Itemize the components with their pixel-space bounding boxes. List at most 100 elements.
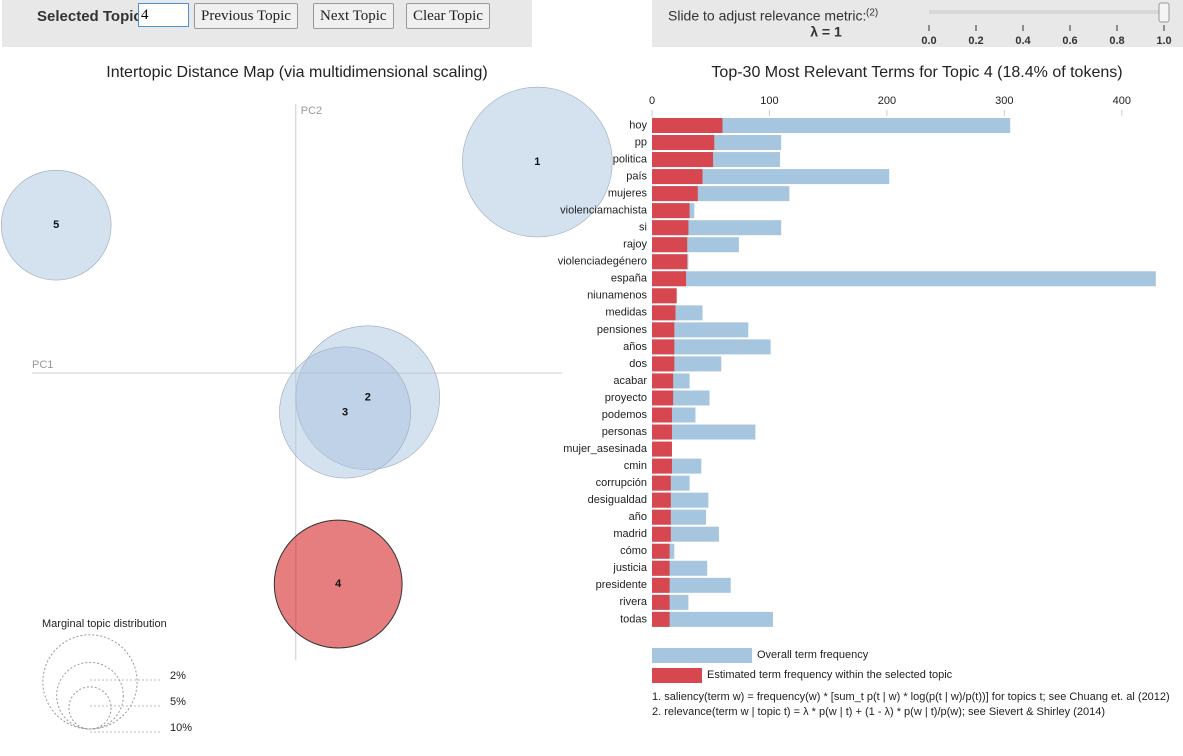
term-label: mujeres (608, 188, 648, 200)
term-bar[interactable] (652, 322, 675, 338)
term-bar[interactable] (652, 492, 671, 508)
x-tick-label: 0 (649, 95, 655, 107)
term-bar[interactable] (652, 135, 715, 151)
term-bar[interactable] (652, 339, 675, 355)
term-bar[interactable] (652, 373, 674, 389)
size-legend-label: 5% (170, 696, 186, 708)
topic-circle[interactable] (462, 86, 613, 238)
x-tick-label: 200 (878, 95, 896, 107)
term-bar[interactable] (652, 203, 690, 219)
lambda-label: λ = 1 (810, 24, 842, 40)
slider-tick-label: 0.8 (1109, 35, 1124, 47)
term-bar[interactable] (652, 305, 676, 321)
term-label: violenciadegénero (558, 256, 647, 268)
term-bar[interactable] (652, 441, 672, 457)
term-label: madrid (613, 528, 647, 540)
term-bar[interactable] (652, 118, 723, 133)
term-label: medidas (605, 307, 647, 319)
term-bar[interactable] (652, 390, 674, 406)
slider-note: (2) (866, 8, 878, 19)
slider-handle[interactable] (1158, 2, 1170, 23)
previous-topic-button[interactable]: Previous Topic (194, 3, 298, 29)
size-legend-title: Marginal topic distribution (42, 618, 167, 630)
term-bar[interactable] (652, 322, 749, 338)
size-legend-label: 10% (170, 722, 192, 734)
term-bar[interactable] (652, 169, 890, 185)
term-label: violenciamachista (560, 205, 648, 217)
topic-circle[interactable] (273, 519, 403, 649)
term-bar[interactable] (652, 424, 756, 440)
term-bar[interactable] (652, 475, 671, 491)
term-bar[interactable] (652, 407, 672, 423)
topic-label: 5 (53, 219, 59, 231)
pc2-label: PC2 (301, 105, 322, 117)
term-bar[interactable] (652, 339, 771, 355)
term-bar[interactable] (652, 577, 670, 593)
term-label: años (623, 341, 647, 353)
selected-topic-label: Selected Topic: (37, 8, 147, 25)
term-bar[interactable] (652, 220, 689, 236)
term-bar[interactable] (652, 594, 670, 610)
term-label: politica (613, 153, 648, 165)
term-label: año (629, 511, 647, 523)
term-label: dos (629, 358, 647, 370)
term-label: mujer_asesinada (563, 443, 648, 455)
footnote: 1. saliency(term w) = frequency(w) * [su… (652, 691, 1170, 703)
term-bar[interactable] (652, 509, 671, 525)
slider-label: Slide to adjust relevance metric: (668, 8, 866, 24)
topic-circle[interactable] (0, 169, 112, 281)
term-bar[interactable] (652, 118, 1011, 133)
term-bar[interactable] (652, 271, 1156, 287)
slider-panel (652, 0, 1183, 47)
term-bar[interactable] (652, 458, 672, 474)
term-bar[interactable] (652, 356, 675, 372)
topic-circle[interactable] (279, 346, 412, 479)
term-label: si (639, 222, 647, 234)
term-bar[interactable] (652, 254, 688, 270)
term-bar[interactable] (652, 526, 671, 542)
next-topic-button[interactable]: Next Topic (313, 3, 394, 29)
term-label: rajoy (623, 239, 647, 251)
term-label: pp (635, 136, 647, 148)
term-label: proyecto (605, 392, 647, 404)
term-bar[interactable] (652, 577, 731, 593)
clear-topic-button[interactable]: Clear Topic (406, 3, 490, 29)
legend-swatch (652, 668, 702, 683)
term-label: rivera (619, 596, 647, 608)
term-label: corrupción (596, 477, 647, 489)
term-bar[interactable] (652, 611, 773, 627)
x-tick-label: 100 (760, 95, 778, 107)
pc1-label: PC1 (32, 359, 53, 371)
term-bar[interactable] (652, 611, 670, 627)
term-bar[interactable] (652, 424, 672, 440)
term-bar[interactable] (652, 169, 703, 185)
term-label: hoy (629, 119, 647, 131)
slider-tick-label: 1.0 (1156, 35, 1171, 47)
term-bar[interactable] (652, 237, 688, 253)
term-label: todas (620, 613, 647, 625)
slider-tick-label: 0.0 (921, 35, 936, 47)
term-label: cómo (620, 545, 647, 557)
topic-label: 2 (365, 392, 371, 404)
legend-label: Estimated term frequency within the sele… (707, 669, 953, 681)
size-legend-circle (42, 634, 138, 730)
term-bar[interactable] (652, 152, 714, 168)
term-label: desigualdad (588, 494, 647, 506)
term-label: cmin (624, 460, 647, 472)
topic-controls: Selected Topic: Previous Topic Next Topi… (2, 0, 532, 47)
term-bar[interactable] (652, 288, 677, 304)
term-bar[interactable] (652, 186, 698, 202)
chart-title: Intertopic Distance Map (via multidimens… (106, 64, 488, 81)
size-legend-label: 2% (170, 670, 186, 682)
term-label: niunamenos (587, 290, 647, 302)
chart-title: Top-30 Most Relevant Terms for Topic 4 (… (711, 64, 1122, 81)
slider-tick-label: 0.4 (1015, 35, 1031, 47)
term-label: personas (602, 426, 648, 438)
term-bar[interactable] (652, 271, 687, 287)
term-bar[interactable] (652, 543, 670, 559)
term-label: país (626, 170, 647, 182)
selected-topic-input[interactable] (138, 3, 189, 27)
term-bar[interactable] (652, 560, 670, 576)
